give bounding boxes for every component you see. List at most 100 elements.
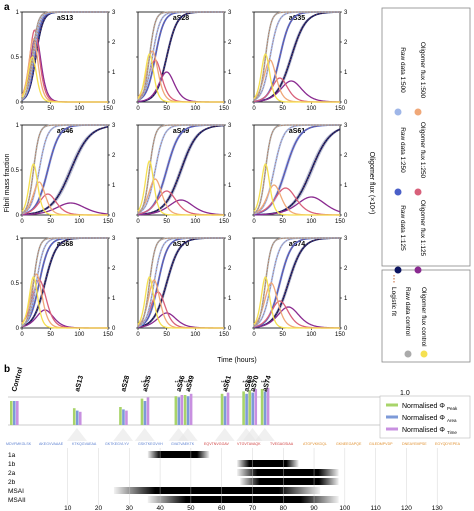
significance-stars: *** xyxy=(184,381,190,387)
x-tick-label-b: 80 xyxy=(280,505,288,511)
logistic-fit xyxy=(137,11,225,101)
bar xyxy=(13,401,16,425)
bar-group-label: aS74 xyxy=(262,375,273,393)
x-tick-label: 0 xyxy=(20,106,24,112)
confidence-band xyxy=(254,12,340,101)
logistic-fit xyxy=(21,11,108,100)
legend-label-flux: Oligomer flux 1:500 xyxy=(419,42,426,99)
region-bar xyxy=(237,469,339,476)
region-label: 2a xyxy=(8,470,16,477)
fibril-curve xyxy=(21,11,108,101)
series-control xyxy=(21,11,108,103)
bar xyxy=(10,401,13,425)
subplot-title: aS35 xyxy=(289,15,305,22)
bar xyxy=(226,392,230,425)
bar-group-control: Control xyxy=(10,367,24,425)
x-tick-label: 50 xyxy=(279,332,286,338)
sequence-chunk: TVEGAGSIAA xyxy=(270,442,294,446)
y-tick-label-right: 0 xyxy=(228,100,232,106)
bar-group-label: aS61 xyxy=(222,375,233,393)
sequence-chunk: AKEGVVAAAE xyxy=(39,442,64,446)
panel-b: 1.00.0ControlaS13aS28aS35***aS46***aS49*… xyxy=(6,367,471,511)
y-tick-label-right: 3 xyxy=(344,123,348,129)
significance-stars: *** xyxy=(221,381,227,387)
bar-group-label: aS68 xyxy=(243,375,254,393)
fibril-curve xyxy=(21,126,109,216)
x-tick-label: 150 xyxy=(219,332,230,338)
y-tick-label-right: 0 xyxy=(344,326,348,332)
significance-stars: *** xyxy=(242,381,248,387)
region-bar xyxy=(237,460,299,467)
bar xyxy=(254,389,258,425)
legend-marker-raw xyxy=(394,188,402,196)
x-tick-label-b: 120 xyxy=(401,505,412,511)
logistic-fit xyxy=(253,124,340,214)
oligomer-flux-curve xyxy=(21,56,108,103)
bar xyxy=(223,396,227,425)
y-axis-label-left: Fibril mass fraction xyxy=(4,154,11,213)
y-tick-label-right: 3 xyxy=(228,236,232,242)
legend-label-raw: Raw data 1:500 xyxy=(399,47,406,93)
bar xyxy=(119,407,122,425)
x-tick-label: 150 xyxy=(219,106,230,112)
oligomer-flux-curve xyxy=(253,163,340,216)
x-tick-label: 100 xyxy=(306,106,317,112)
x-tick-label: 0 xyxy=(252,332,256,338)
subplot-title: aS61 xyxy=(289,128,305,135)
x-tick-label-b: 110 xyxy=(370,505,381,511)
bar-group-as49: aS49*** xyxy=(183,375,196,425)
legend-marker-flux-control xyxy=(420,350,428,358)
sequence-chunk: GSKTKEGVVH xyxy=(138,442,163,446)
connector-triangle xyxy=(134,428,155,441)
bar-group-label: Control xyxy=(11,367,24,393)
legend-label-raw-control: Raw data control xyxy=(404,287,411,336)
y-tick-label-left: 0 xyxy=(16,100,20,106)
subplot-title: aS74 xyxy=(289,241,305,248)
y-tick-label-right: 1 xyxy=(112,70,116,76)
y-tick-label-left: 0.5 xyxy=(11,55,20,61)
subplot-title: aS13 xyxy=(57,15,73,22)
x-tick-label: 50 xyxy=(163,106,170,112)
significance-stars: *** xyxy=(261,381,267,387)
y-tick-label-right: 1 xyxy=(112,296,116,302)
subplot-title: aS49 xyxy=(173,128,189,135)
oligomer-flux-curve xyxy=(253,196,341,216)
legend-marker-raw xyxy=(394,108,402,116)
x-tick-label-b: 70 xyxy=(249,505,257,511)
x-tick-label: 100 xyxy=(190,332,201,338)
x-tick-label-b: 10 xyxy=(64,505,72,511)
bar xyxy=(122,409,125,425)
series-1-125 xyxy=(21,126,109,216)
confidence-band xyxy=(254,125,340,215)
subplot-title: aS70 xyxy=(173,241,189,248)
x-tick-label-b: 130 xyxy=(432,505,443,511)
x-tick-label: 0 xyxy=(136,219,140,225)
x-tick-label: 100 xyxy=(74,332,85,338)
x-tick-label: 150 xyxy=(335,106,346,112)
connector-triangle xyxy=(66,428,87,441)
y-tick-label-right: 0 xyxy=(228,326,232,332)
legend-marker-raw-control xyxy=(404,350,412,358)
bar-group-as74: aS74*** xyxy=(260,375,273,425)
bar xyxy=(140,398,144,425)
logistic-fit xyxy=(253,11,340,101)
series-control xyxy=(137,237,224,329)
significance-stars: *** xyxy=(249,381,255,387)
legend-label: Normalised Φ xyxy=(402,415,445,422)
bar xyxy=(242,391,245,425)
x-tick-label: 0 xyxy=(20,219,24,225)
x-tick-label: 0 xyxy=(252,106,256,112)
sequence-chunk: DNEAYEMPSE xyxy=(402,442,427,446)
reference-line-label: 1.0 xyxy=(400,390,410,397)
confidence-band xyxy=(22,126,108,215)
legend-box-raw-flux xyxy=(381,7,471,267)
logistic-fit xyxy=(137,124,224,214)
oligomer-flux-curve xyxy=(253,53,340,103)
